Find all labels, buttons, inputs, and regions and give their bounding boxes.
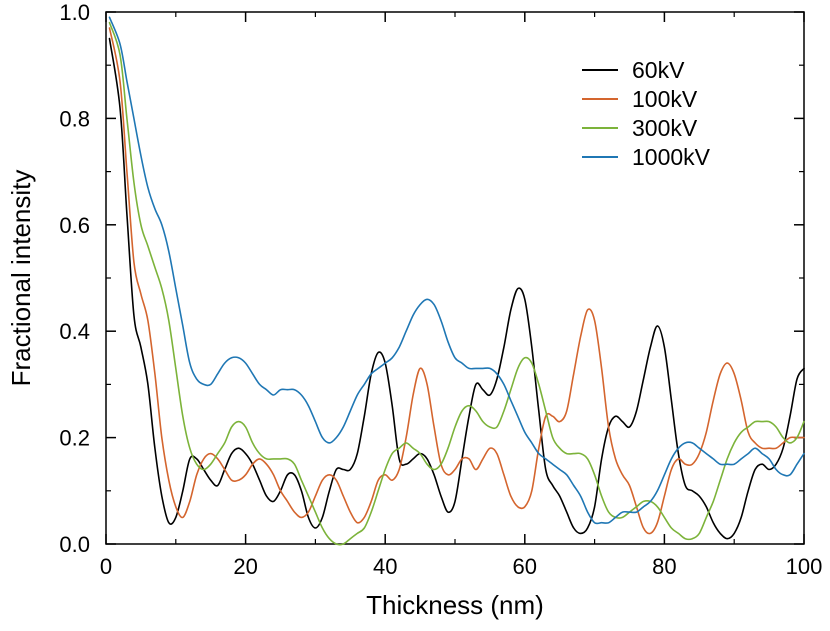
axis-ticks: [105, 11, 805, 545]
y-tick-label: 0.2: [59, 426, 90, 451]
legend-label-60kV: 60kV: [632, 57, 685, 83]
series-line-100kV: [108, 27, 805, 535]
x-tick-label: 20: [233, 554, 257, 579]
legend-label-1000kV: 1000kV: [632, 144, 711, 170]
x-tick-label: 80: [652, 554, 676, 579]
y-tick-label: 0.8: [59, 106, 90, 131]
x-tick-label: 100: [786, 554, 823, 579]
x-tick-label: 60: [513, 554, 537, 579]
series-line-300kV: [108, 21, 805, 546]
y-tick-label: 1.0: [59, 0, 90, 25]
legend-label-100kV: 100kV: [632, 86, 698, 112]
x-tick-label: 0: [100, 554, 112, 579]
y-tick-label: 0.4: [59, 319, 90, 344]
x-axis-title: Thickness (nm): [366, 590, 544, 620]
x-tick-label: 40: [373, 554, 397, 579]
series-lines: [108, 16, 805, 546]
series-line-1000kV: [108, 16, 805, 525]
y-tick-label: 0.6: [59, 213, 90, 238]
legend-label-300kV: 300kV: [632, 115, 698, 141]
legend: 60kV 100kV 300kV 1000kV: [582, 57, 711, 170]
y-axis-title: Fractional intensity: [6, 170, 36, 387]
series-line-60kV: [108, 37, 805, 540]
y-tick-label: 0.0: [59, 532, 90, 557]
axis-tick-labels: 0 20 40 60 80 100 0.0 0.2 0.4 0.6 0.8 1.0: [59, 0, 822, 579]
